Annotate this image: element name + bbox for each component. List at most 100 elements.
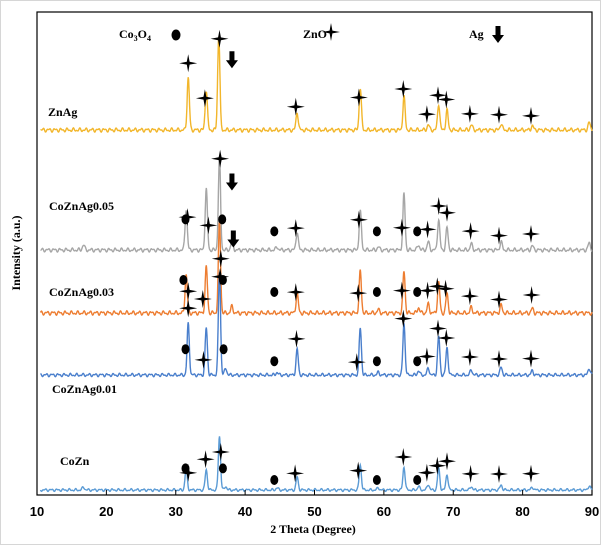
zno-star-marker-coznag0-03-5 (392, 281, 411, 300)
co3o4-circle-marker-coznag0-05-0 (181, 214, 190, 225)
zno-star-marker-znag-7 (429, 86, 447, 105)
x-tick-label-80: 80 (515, 504, 529, 519)
ag-arrow-marker-coznag0-03-0 (227, 230, 240, 248)
zno-star-marker-coznag0-01-3 (287, 329, 306, 348)
zno-star-marker-znag-5 (394, 80, 413, 98)
zno-star-marker-znag-1 (195, 89, 214, 108)
zno-star-marker-znag-4 (349, 88, 368, 107)
series-label-coznag0-03: CoZnAg0.03 (49, 285, 114, 299)
zno-star-marker-coznag0-03-2 (211, 249, 230, 268)
series-line-cozn (39, 436, 593, 493)
zno-star-marker-coznag0-05-5 (392, 218, 411, 237)
co3o4-circle-marker-coznag0-05-3 (372, 226, 381, 237)
zno-star-marker-coznag0-01-9 (460, 348, 479, 366)
zno-star-marker-cozn-9 (461, 464, 480, 483)
zno-star-marker-coznag0-05-7 (429, 197, 448, 215)
ag-arrow-marker-coznag0-05-0 (225, 173, 238, 191)
legend-ag-arrow-icon (492, 26, 504, 43)
zno-star-marker-coznag0-01-8 (437, 329, 456, 347)
zno-star-marker-coznag0-01-7 (429, 319, 447, 338)
zno-star-marker-coznag0-05-2 (211, 149, 230, 168)
zno-star-marker-cozn-2 (211, 443, 230, 461)
zno-star-marker-coznag0-05-6 (418, 220, 437, 239)
zno-star-marker-coznag0-05-3 (286, 219, 305, 238)
series-line-znag (40, 36, 593, 134)
co3o4-circle-marker-coznag0-03-4 (413, 287, 422, 297)
zno-star-marker-coznag0-01-5 (394, 309, 413, 328)
series-line-coznag0-03 (39, 221, 593, 317)
series-line-coznag0-05 (40, 156, 593, 253)
zno-star-marker-cozn-3 (286, 464, 305, 483)
zno-star-marker-znag-9 (460, 104, 479, 123)
zno-star-marker-coznag0-05-10 (490, 226, 508, 245)
zno-star-marker-cozn-11 (522, 464, 540, 483)
zno-star-marker-coznag0-05-11 (522, 225, 540, 243)
co3o4-circle-marker-coznag0-01-2 (270, 356, 279, 367)
zno-star-marker-cozn-1 (196, 450, 215, 469)
zno-star-marker-cozn-10 (490, 465, 508, 483)
x-ticks: 10 20 30 40 50 60 70 80 90 (30, 490, 599, 519)
co3o4-circle-marker-coznag0-03-3 (372, 287, 381, 297)
plot-area (36, 11, 593, 496)
x-tick-label-90: 90 (585, 504, 599, 519)
zno-star-marker-coznag0-05-8 (438, 203, 456, 222)
zno-star-marker-coznag0-03-9 (460, 287, 479, 306)
zno-star-marker-cozn-6 (417, 463, 436, 482)
zno-star-marker-coznag0-01-2 (211, 267, 230, 286)
series-label-cozn: CoZn (60, 454, 90, 468)
co3o4-circle-marker-cozn-2 (270, 475, 279, 485)
zno-star-marker-znag-2 (210, 29, 229, 48)
zno-star-marker-coznag0-01-11 (522, 349, 540, 368)
zno-star-marker-coznag0-03-8 (436, 279, 455, 298)
zno-star-marker-cozn-7 (428, 456, 447, 475)
zno-star-marker-coznag0-05-9 (461, 222, 480, 241)
co3o4-circle-marker-coznag0-05-2 (270, 226, 279, 237)
x-tick-label-70: 70 (446, 504, 460, 519)
legend-co3o4-circle-icon (171, 29, 181, 41)
x-tick-label-50: 50 (307, 504, 321, 519)
zno-star-marker-coznag0-03-10 (490, 290, 508, 309)
zno-star-marker-cozn-4 (349, 461, 368, 480)
x-axis-title: 2 Theta (Degree) (270, 522, 356, 536)
co3o4-circle-marker-coznag0-01-4 (413, 356, 422, 367)
zno-star-marker-znag-11 (522, 106, 540, 125)
series-labels: ZnAg CoZnAg0.05 CoZnAg0.03 CoZnAg0.01 CoZn (48, 105, 117, 468)
zno-star-marker-coznag0-05-4 (349, 210, 368, 229)
zno-star-marker-coznag0-03-1 (193, 290, 212, 308)
zno-star-marker-coznag0-03-4 (349, 284, 368, 303)
x-tick-label-60: 60 (377, 504, 391, 519)
co3o4-circle-marker-cozn-4 (413, 475, 422, 485)
co3o4-circle-marker-coznag0-05-1 (218, 214, 227, 225)
legend: Co3O4 ZnO Ag (119, 23, 504, 43)
series-label-znag: ZnAg (48, 105, 77, 119)
x-tick-label-10: 10 (30, 504, 44, 519)
zno-star-marker-znag-6 (417, 105, 436, 124)
legend-co3o4-label: Co3O4 (119, 27, 151, 43)
co3o4-circle-marker-cozn-3 (372, 475, 381, 485)
series-label-coznag0-05: CoZnAg0.05 (49, 199, 114, 213)
co3o4-circle-marker-coznag0-03-0 (179, 275, 188, 285)
co3o4-circle-marker-coznag0-05-4 (413, 226, 422, 237)
co3o4-circle-marker-coznag0-01-1 (219, 344, 228, 355)
zno-star-marker-znag-3 (286, 97, 305, 116)
zno-star-marker-znag-10 (490, 105, 508, 124)
zno-star-marker-coznag0-01-0 (179, 299, 198, 318)
zno-star-marker-coznag0-05-1 (199, 216, 218, 235)
co3o4-circle-marker-cozn-0 (181, 463, 190, 474)
co3o4-circle-marker-coznag0-01-3 (372, 356, 381, 367)
markers (178, 29, 541, 485)
co3o4-circle-marker-coznag0-01-0 (181, 344, 190, 355)
zno-star-marker-coznag0-03-6 (418, 281, 437, 300)
zno-star-marker-znag-8 (437, 90, 456, 109)
legend-zno-star-icon (322, 23, 340, 41)
zno-star-marker-znag-0 (179, 54, 198, 73)
zno-star-marker-coznag0-01-6 (417, 347, 436, 366)
y-axis-title: Intensity (a.u.) (9, 215, 23, 290)
series-label-coznag0-01: CoZnAg0.01 (52, 382, 117, 396)
x-tick-label-30: 30 (169, 504, 183, 519)
ag-arrow-marker-znag-0 (225, 51, 238, 69)
curves (39, 36, 593, 493)
legend-ag-label: Ag (469, 27, 484, 41)
co3o4-circle-marker-cozn-1 (218, 463, 227, 474)
